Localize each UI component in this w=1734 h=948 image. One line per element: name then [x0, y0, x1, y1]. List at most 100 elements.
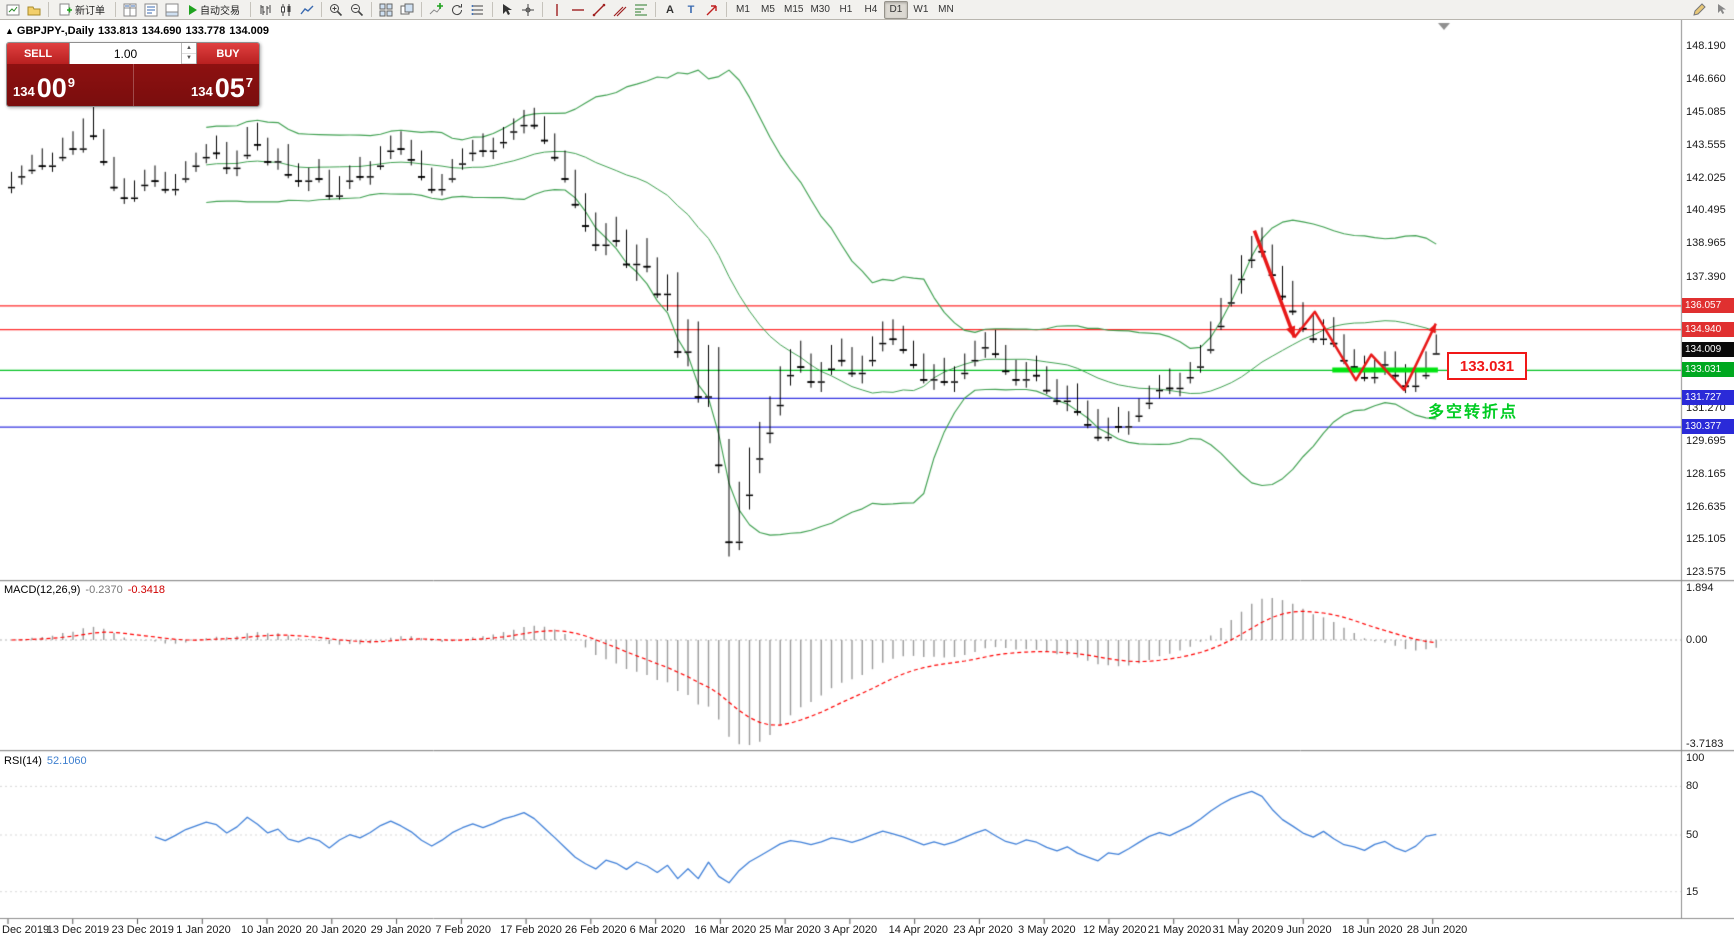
price-axis-label: 125.105 [1686, 533, 1726, 546]
timeframe-m1-button[interactable]: M1 [731, 1, 755, 19]
timeframe-w1-button[interactable]: W1 [909, 1, 933, 19]
crosshair-button[interactable] [518, 1, 538, 19]
volume-stepper[interactable]: ▲ ▼ [181, 43, 196, 64]
ohlc-open: 133.813 [97, 25, 138, 37]
sell-button[interactable]: SELL [7, 43, 69, 64]
volume-value: 1.00 [113, 46, 138, 61]
rsi-value: 52.1060 [46, 755, 87, 767]
ask-price-display[interactable]: 134 05 7 [132, 64, 260, 106]
profiles-button[interactable] [24, 1, 44, 19]
new-order-label: 新订单 [75, 6, 105, 17]
bid-price-display[interactable]: 134 00 9 [7, 64, 133, 106]
cycles-button[interactable] [447, 1, 467, 19]
collapse-one-click-icon[interactable]: ▲ [5, 26, 14, 36]
horizontal-line-button[interactable] [568, 1, 588, 19]
level-price-tag: 134.940 [1682, 321, 1734, 337]
channel-button[interactable] [610, 1, 630, 19]
bid-price-small: 134 [13, 84, 35, 99]
bid-price-sup: 9 [67, 75, 75, 90]
data-window-button[interactable] [141, 1, 161, 19]
vertical-line-button[interactable] [547, 1, 567, 19]
toolbar-separator [371, 2, 372, 17]
date-axis-label: 23 Apr 2020 [953, 924, 1013, 936]
one-click-header-row: SELL 1.00 ▲ ▼ BUY [7, 43, 259, 64]
market-watch-button[interactable] [120, 1, 140, 19]
timeframe-mn-button[interactable]: MN [934, 1, 958, 19]
toolbar-separator [421, 2, 422, 17]
autotrading-button[interactable]: 自动交易 [183, 1, 246, 19]
macd-name: MACD(12,26,9) [4, 584, 81, 596]
turning-point-note[interactable]: 多空转折点 [1428, 404, 1519, 421]
buy-button[interactable]: BUY [197, 43, 259, 64]
terminal-button[interactable] [162, 1, 182, 19]
timeframe-m30-button[interactable]: M30 [807, 1, 832, 19]
rsi-name: RSI(14) [4, 755, 42, 767]
ohlc-low: 133.778 [185, 25, 226, 37]
date-axis-label: 23 Dec 2019 [111, 924, 174, 936]
arrow-tool-button[interactable] [702, 1, 722, 19]
tile-windows-button[interactable] [376, 1, 396, 19]
zoom-out-icon [351, 3, 364, 16]
date-axis-label: 12 May 2020 [1082, 924, 1147, 936]
one-click-price-row: 134 00 9 134 05 7 [7, 64, 259, 106]
price-axis-label: 137.390 [1686, 270, 1726, 283]
volume-down-icon[interactable]: ▼ [182, 54, 196, 64]
candlestick-chart-icon [281, 3, 291, 16]
bar-chart-button[interactable] [255, 1, 275, 19]
new-order-button[interactable]: 新订单 [53, 1, 111, 19]
price-axis-label: 143.555 [1686, 139, 1726, 152]
main-toolbar: 新订单 自动交易 A T [0, 0, 1734, 20]
timeframe-d1-button[interactable]: D1 [883, 0, 908, 19]
level-price-tag: 133.031 [1682, 362, 1734, 378]
pencil-icon [1693, 2, 1706, 16]
draw-pencil-button[interactable] [1689, 1, 1709, 19]
price-annotation-box[interactable]: 133.031 [1447, 352, 1527, 380]
price-axis-label: 138.965 [1686, 237, 1726, 250]
volume-up-icon[interactable]: ▲ [182, 43, 196, 54]
crosshair-icon [522, 3, 534, 16]
zoom-in-icon [330, 3, 343, 16]
zoom-in-button[interactable] [326, 1, 346, 19]
level-price-tag: 130.377 [1682, 419, 1734, 435]
one-click-trading-panel: SELL 1.00 ▲ ▼ BUY 134 00 9 134 05 7 [6, 42, 260, 107]
rsi-axis-label: 15 [1686, 885, 1699, 898]
price-axis-label: 126.635 [1686, 500, 1726, 513]
bid-price-big: 00 [36, 73, 67, 103]
timeframe-h4-button[interactable]: H4 [859, 1, 883, 19]
toolbar-separator [492, 2, 493, 17]
play-icon [189, 4, 197, 15]
macd-main-value: -0.2370 [85, 584, 123, 596]
new-chart-button[interactable] [3, 1, 23, 19]
date-axis-label: 29 Jan 2020 [370, 924, 432, 936]
text-label-button[interactable]: T [681, 1, 701, 19]
zoom-out-button[interactable] [347, 1, 367, 19]
chart-symbol: GBPJPY-,Daily [16, 25, 94, 37]
ohlc-high: 134.690 [141, 25, 182, 37]
objects-list-button[interactable] [468, 1, 488, 19]
add-indicator-button[interactable] [426, 1, 446, 19]
cascade-windows-button[interactable] [397, 1, 417, 19]
timeframe-m15-button[interactable]: M15 [781, 1, 806, 19]
date-axis-label: 28 Jun 2020 [1406, 924, 1468, 936]
cursor-button[interactable] [497, 1, 517, 19]
current-price-tag: 134.009 [1682, 341, 1734, 357]
text-button[interactable]: A [660, 1, 680, 19]
pointer-select-button[interactable] [1711, 1, 1731, 19]
cursor-icon [503, 3, 512, 15]
level-price-tag: 136.057 [1682, 297, 1734, 313]
volume-input[interactable]: 1.00 ▲ ▼ [69, 43, 197, 64]
fibonacci-button[interactable] [631, 1, 651, 19]
timeframe-h1-button[interactable]: H1 [834, 1, 858, 19]
line-chart-button[interactable] [297, 1, 317, 19]
new-chart-icon [6, 4, 20, 15]
toolbar-separator [726, 2, 727, 17]
date-axis-label: 3 May 2020 [1018, 924, 1076, 936]
level-price-tag: 131.727 [1682, 390, 1734, 406]
timeframe-m5-button[interactable]: M5 [756, 1, 780, 19]
autotrading-label: 自动交易 [200, 6, 240, 17]
trendline-button[interactable] [589, 1, 609, 19]
date-axis-label: 3 Apr 2020 [823, 924, 878, 936]
candlestick-button[interactable] [276, 1, 296, 19]
